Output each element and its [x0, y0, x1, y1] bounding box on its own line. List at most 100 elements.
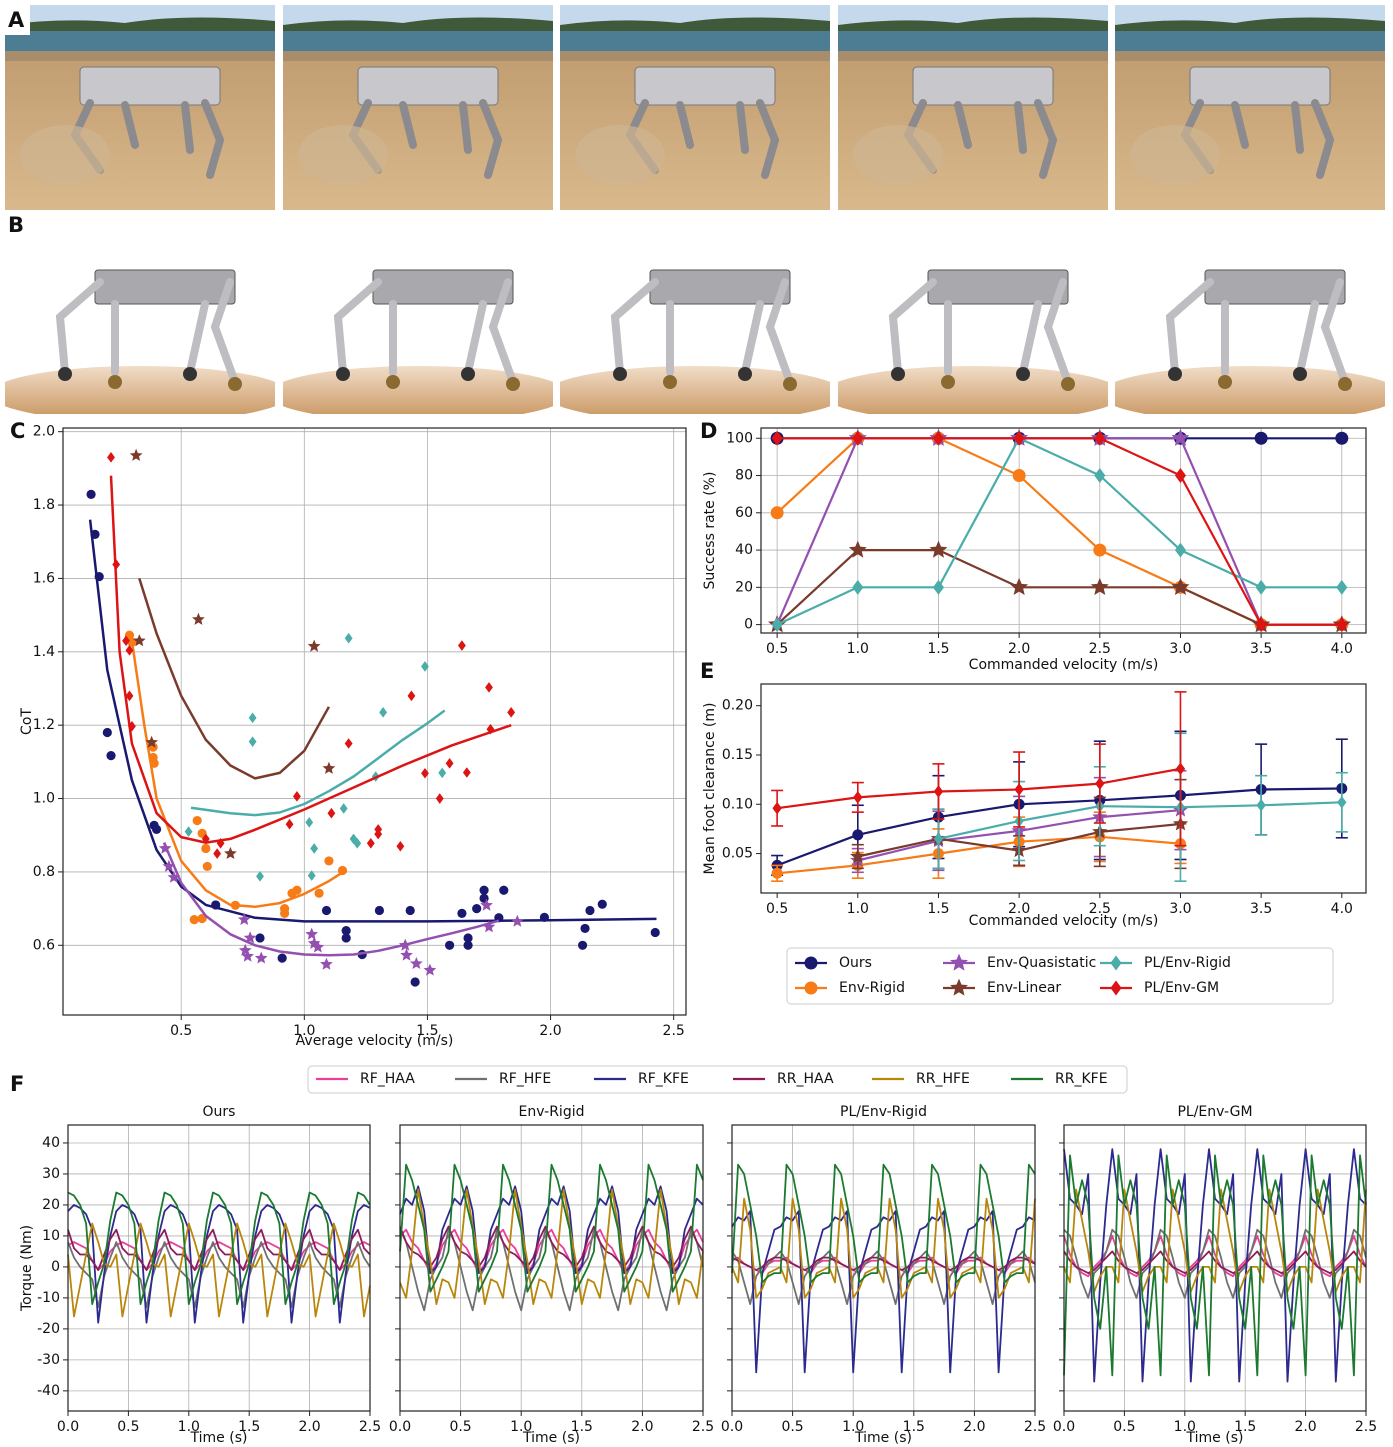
marker	[201, 833, 210, 845]
marker	[771, 867, 783, 879]
y-tick-label: 30	[42, 1166, 60, 1182]
marker	[162, 859, 176, 872]
marker	[254, 951, 268, 964]
marker	[292, 885, 302, 895]
marker	[463, 933, 473, 943]
marker	[1013, 430, 1025, 446]
series-line	[67, 1228, 371, 1271]
marker	[145, 735, 158, 748]
marker	[248, 736, 257, 747]
marker	[167, 870, 181, 883]
series-line	[731, 1197, 1036, 1299]
marker	[305, 817, 314, 828]
series-line	[1063, 1250, 1367, 1274]
marker	[1174, 542, 1186, 558]
marker	[1094, 468, 1106, 483]
marker	[107, 452, 115, 463]
marker	[1010, 577, 1029, 595]
marker	[224, 846, 237, 859]
marker	[585, 905, 595, 916]
x-tick-label: 1.5	[416, 1023, 438, 1039]
series-line	[776, 437, 1342, 626]
x-tick-label: 0.5	[781, 1419, 803, 1435]
marker	[90, 529, 100, 539]
marker	[341, 926, 351, 936]
x-tick-label: 2.5	[1089, 901, 1111, 917]
marker	[410, 957, 423, 969]
marker	[771, 430, 783, 446]
marker	[339, 803, 348, 814]
y-tick-label: 0	[744, 617, 753, 633]
panel-label: C	[10, 419, 25, 443]
marker	[485, 682, 493, 693]
marker	[1110, 980, 1122, 996]
render	[545, 222, 845, 422]
panel-label: A	[8, 8, 25, 32]
marker	[125, 690, 134, 702]
marker	[1175, 762, 1186, 776]
fit-line	[109, 475, 512, 844]
photo	[838, 5, 1108, 210]
marker	[112, 559, 121, 570]
axes-frame	[1063, 1124, 1367, 1412]
marker	[396, 840, 405, 852]
x-tick-label: 2.5	[1024, 1419, 1046, 1435]
render	[268, 222, 568, 422]
y-tick-label: 20	[42, 1197, 60, 1213]
marker	[772, 801, 782, 815]
marker	[202, 861, 212, 872]
marker	[102, 727, 112, 738]
x-axis-label: Average velocity (m/s)	[296, 1033, 454, 1049]
marker	[410, 977, 420, 987]
x-tick-label: 4.0	[1331, 901, 1353, 917]
y-tick-label: 0.10	[722, 796, 753, 812]
marker	[423, 963, 437, 976]
series-line	[731, 1256, 1036, 1274]
marker	[280, 904, 290, 914]
marker	[353, 838, 362, 849]
marker	[341, 933, 351, 943]
marker	[213, 848, 222, 859]
marker	[189, 915, 199, 925]
label-bg	[2, 5, 30, 35]
x-tick-label: 0.5	[117, 1419, 139, 1435]
marker	[106, 751, 116, 761]
x-tick-label: 0.5	[766, 641, 788, 657]
y-tick-label: 1.2	[33, 717, 55, 733]
x-tick-label: 2.0	[963, 1419, 985, 1435]
y-tick-label: -20	[37, 1321, 60, 1337]
marker	[457, 908, 467, 918]
plot-area	[63, 428, 686, 1015]
marker	[482, 920, 496, 933]
x-axis-label: Commanded velocity (m/s)	[969, 913, 1159, 929]
marker	[472, 904, 482, 914]
series-line	[776, 767, 1181, 810]
marker	[237, 912, 251, 925]
x-tick-label: 1.5	[927, 641, 949, 657]
marker	[770, 506, 784, 520]
marker	[241, 949, 254, 962]
marker	[127, 637, 137, 647]
marker	[307, 639, 321, 652]
marker	[1095, 777, 1105, 790]
marker	[324, 856, 334, 866]
marker	[445, 940, 455, 950]
marker	[933, 785, 944, 798]
x-axis-label: Time (s)	[190, 1430, 248, 1446]
y-tick-label: 1.8	[33, 497, 55, 513]
marker	[445, 758, 454, 769]
fit-line	[130, 640, 347, 909]
legend-label: RF_HFE	[499, 1071, 551, 1087]
x-tick-label: 0.5	[1113, 1419, 1135, 1435]
render	[823, 222, 1123, 422]
marker	[321, 905, 332, 916]
marker	[933, 832, 944, 846]
marker	[400, 948, 413, 961]
marker	[507, 707, 516, 718]
marker	[230, 900, 240, 910]
marker	[320, 957, 333, 970]
marker	[285, 818, 294, 830]
x-tick-label: 0.5	[449, 1419, 471, 1435]
x-tick-label: 1.5	[238, 1419, 260, 1435]
marker	[238, 943, 252, 956]
